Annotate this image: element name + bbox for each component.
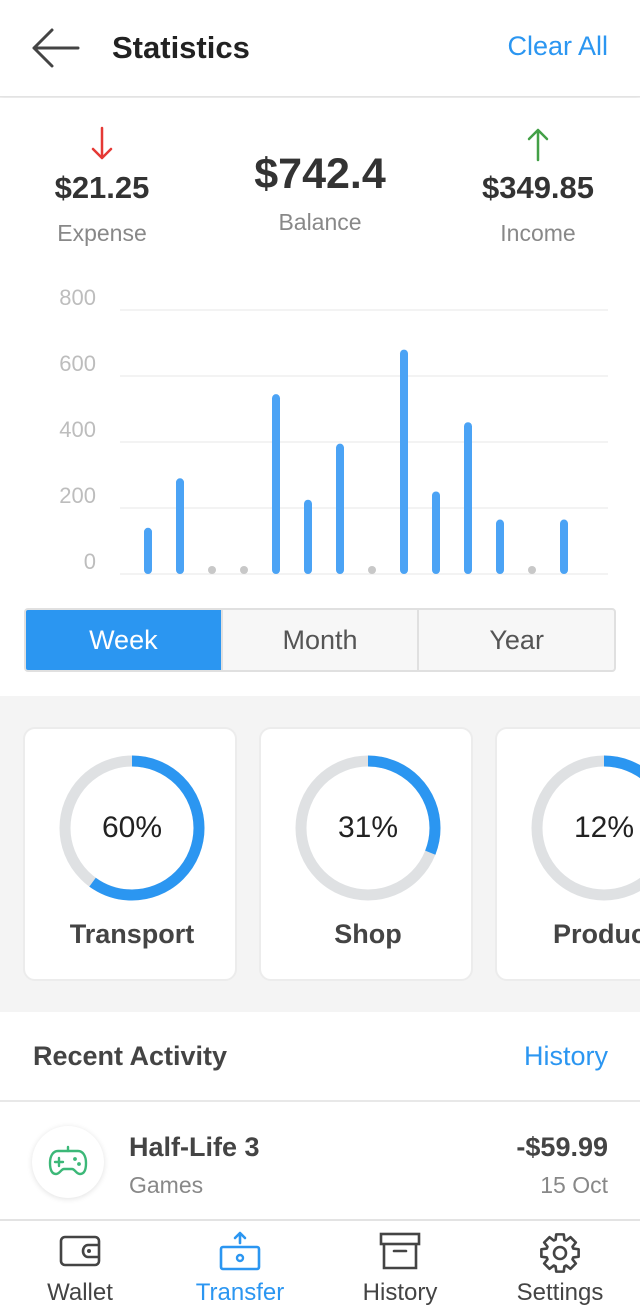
category-percent: 60% [101,811,163,844]
category-carousel[interactable]: 60% Transport 31% Shop 12% Product [0,696,640,1010]
nav-transfer[interactable]: Transfer [160,1221,320,1314]
period-year-button[interactable]: Year [417,610,614,670]
bottom-navigation: Wallet Transfer History Settings [0,1219,640,1314]
ring-fill [295,755,441,901]
chart-bar-empty [240,566,248,574]
bar-chart-svg: 800 600 400 200 0 [59,285,608,575]
y-tick-label: 0 [84,549,96,574]
statistics-card: $21.25 Expense $742.4 Balance $349.85 In… [0,98,640,696]
y-tick-label: 400 [59,417,96,442]
balance-label: Balance [278,209,362,235]
nav-transfer-label: Transfer [195,1279,285,1306]
chart-bar [144,527,152,574]
product-progress-ring [531,755,640,901]
chart-bar-empty [528,566,536,574]
chart-bar [400,349,408,574]
y-tick-label: 600 [59,351,96,376]
chart-bar [336,443,344,574]
balance-amount: $742.4 [254,150,386,198]
nav-wallet[interactable]: Wallet [0,1221,160,1314]
chart-bar [560,519,568,574]
chart-bar [432,491,440,574]
chart-bar [304,499,312,574]
category-card-transport[interactable]: 60% Transport [23,727,237,981]
category-name: Product [552,919,640,949]
period-selector: Week Month Year [24,608,616,672]
gear-icon [540,1233,580,1273]
income-summary: $349.85 Income [438,126,638,247]
nav-settings-label: Settings [516,1279,604,1306]
category-name: Transport [69,919,195,949]
activity-date: 15 Oct [540,1172,608,1198]
recent-activity-title: Recent Activity [33,1041,228,1071]
arrow-left-icon [32,28,80,68]
activity-name: Half-Life 3 [129,1132,260,1162]
category-percent: 12% [573,811,635,844]
chart-bar [272,394,280,574]
ring-fill [59,755,205,901]
arrow-up-icon [527,128,549,162]
recent-activity-header: Recent Activity History [0,1012,640,1102]
y-tick-label: 200 [59,483,96,508]
y-tick-label: 800 [59,285,96,310]
activity-icon-badge [32,1126,104,1198]
back-button[interactable] [28,26,84,70]
expense-amount: $21.25 [54,170,150,205]
activity-item[interactable]: Half-Life 3 Games -$59.99 15 Oct [0,1104,640,1219]
chart-bar-empty [208,566,216,574]
archive-icon [379,1232,421,1270]
chart-bar [176,478,184,574]
shop-progress-ring [295,755,441,901]
chart-bar-empty [368,566,376,574]
chart-bar [464,422,472,574]
weekly-bar-chart: 800 600 400 200 0 [0,278,640,578]
page-title: Statistics [112,30,250,65]
income-label: Income [500,220,576,246]
ring-fill [531,755,640,901]
period-week-button[interactable]: Week [26,610,221,670]
clear-all-button[interactable]: Clear All [507,31,608,61]
category-card-product[interactable]: 12% Product [495,727,640,981]
activity-amount: -$59.99 [516,1132,608,1162]
period-month-button[interactable]: Month [220,610,418,670]
gamepad-icon [48,1145,88,1176]
activity-category: Games [129,1172,204,1198]
nav-history-label: History [362,1279,438,1306]
category-percent: 31% [337,811,399,844]
app-bar: Statistics Clear All [0,0,640,97]
nav-wallet-label: Wallet [47,1279,113,1306]
recent-activity-section: Recent Activity History Half-Life 3 Game… [0,1012,640,1219]
income-amount: $349.85 [481,170,595,205]
expense-label: Expense [57,220,147,246]
nav-history[interactable]: History [320,1221,480,1314]
category-name: Shop [334,919,402,949]
expense-summary: $21.25 Expense [2,126,202,247]
transport-progress-ring [59,755,205,901]
chart-bar [496,519,504,574]
transfer-icon [219,1231,261,1271]
wallet-icon [59,1235,101,1267]
nav-settings[interactable]: Settings [480,1221,640,1314]
category-card-shop[interactable]: 31% Shop [259,727,473,981]
history-link[interactable]: History [523,1041,608,1071]
balance-summary: $742.4 Balance [220,150,420,236]
arrow-down-icon [91,126,113,160]
